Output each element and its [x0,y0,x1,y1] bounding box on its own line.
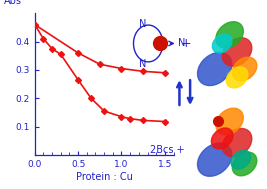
Text: +: + [180,37,191,50]
Ellipse shape [231,150,251,169]
Ellipse shape [222,38,252,66]
Text: Abs: Abs [4,0,22,6]
Ellipse shape [216,108,243,135]
Ellipse shape [211,128,233,149]
Ellipse shape [198,143,232,176]
Ellipse shape [232,57,257,81]
Text: N: N [139,19,147,29]
Ellipse shape [232,152,257,176]
X-axis label: Protein : Cu: Protein : Cu [76,172,133,182]
Ellipse shape [222,129,252,157]
Text: 2Bcs +: 2Bcs + [150,145,184,155]
Ellipse shape [216,22,243,48]
Ellipse shape [198,52,232,86]
Ellipse shape [212,34,232,53]
Text: N: N [139,59,147,69]
Text: N: N [178,39,186,48]
Ellipse shape [226,67,248,88]
